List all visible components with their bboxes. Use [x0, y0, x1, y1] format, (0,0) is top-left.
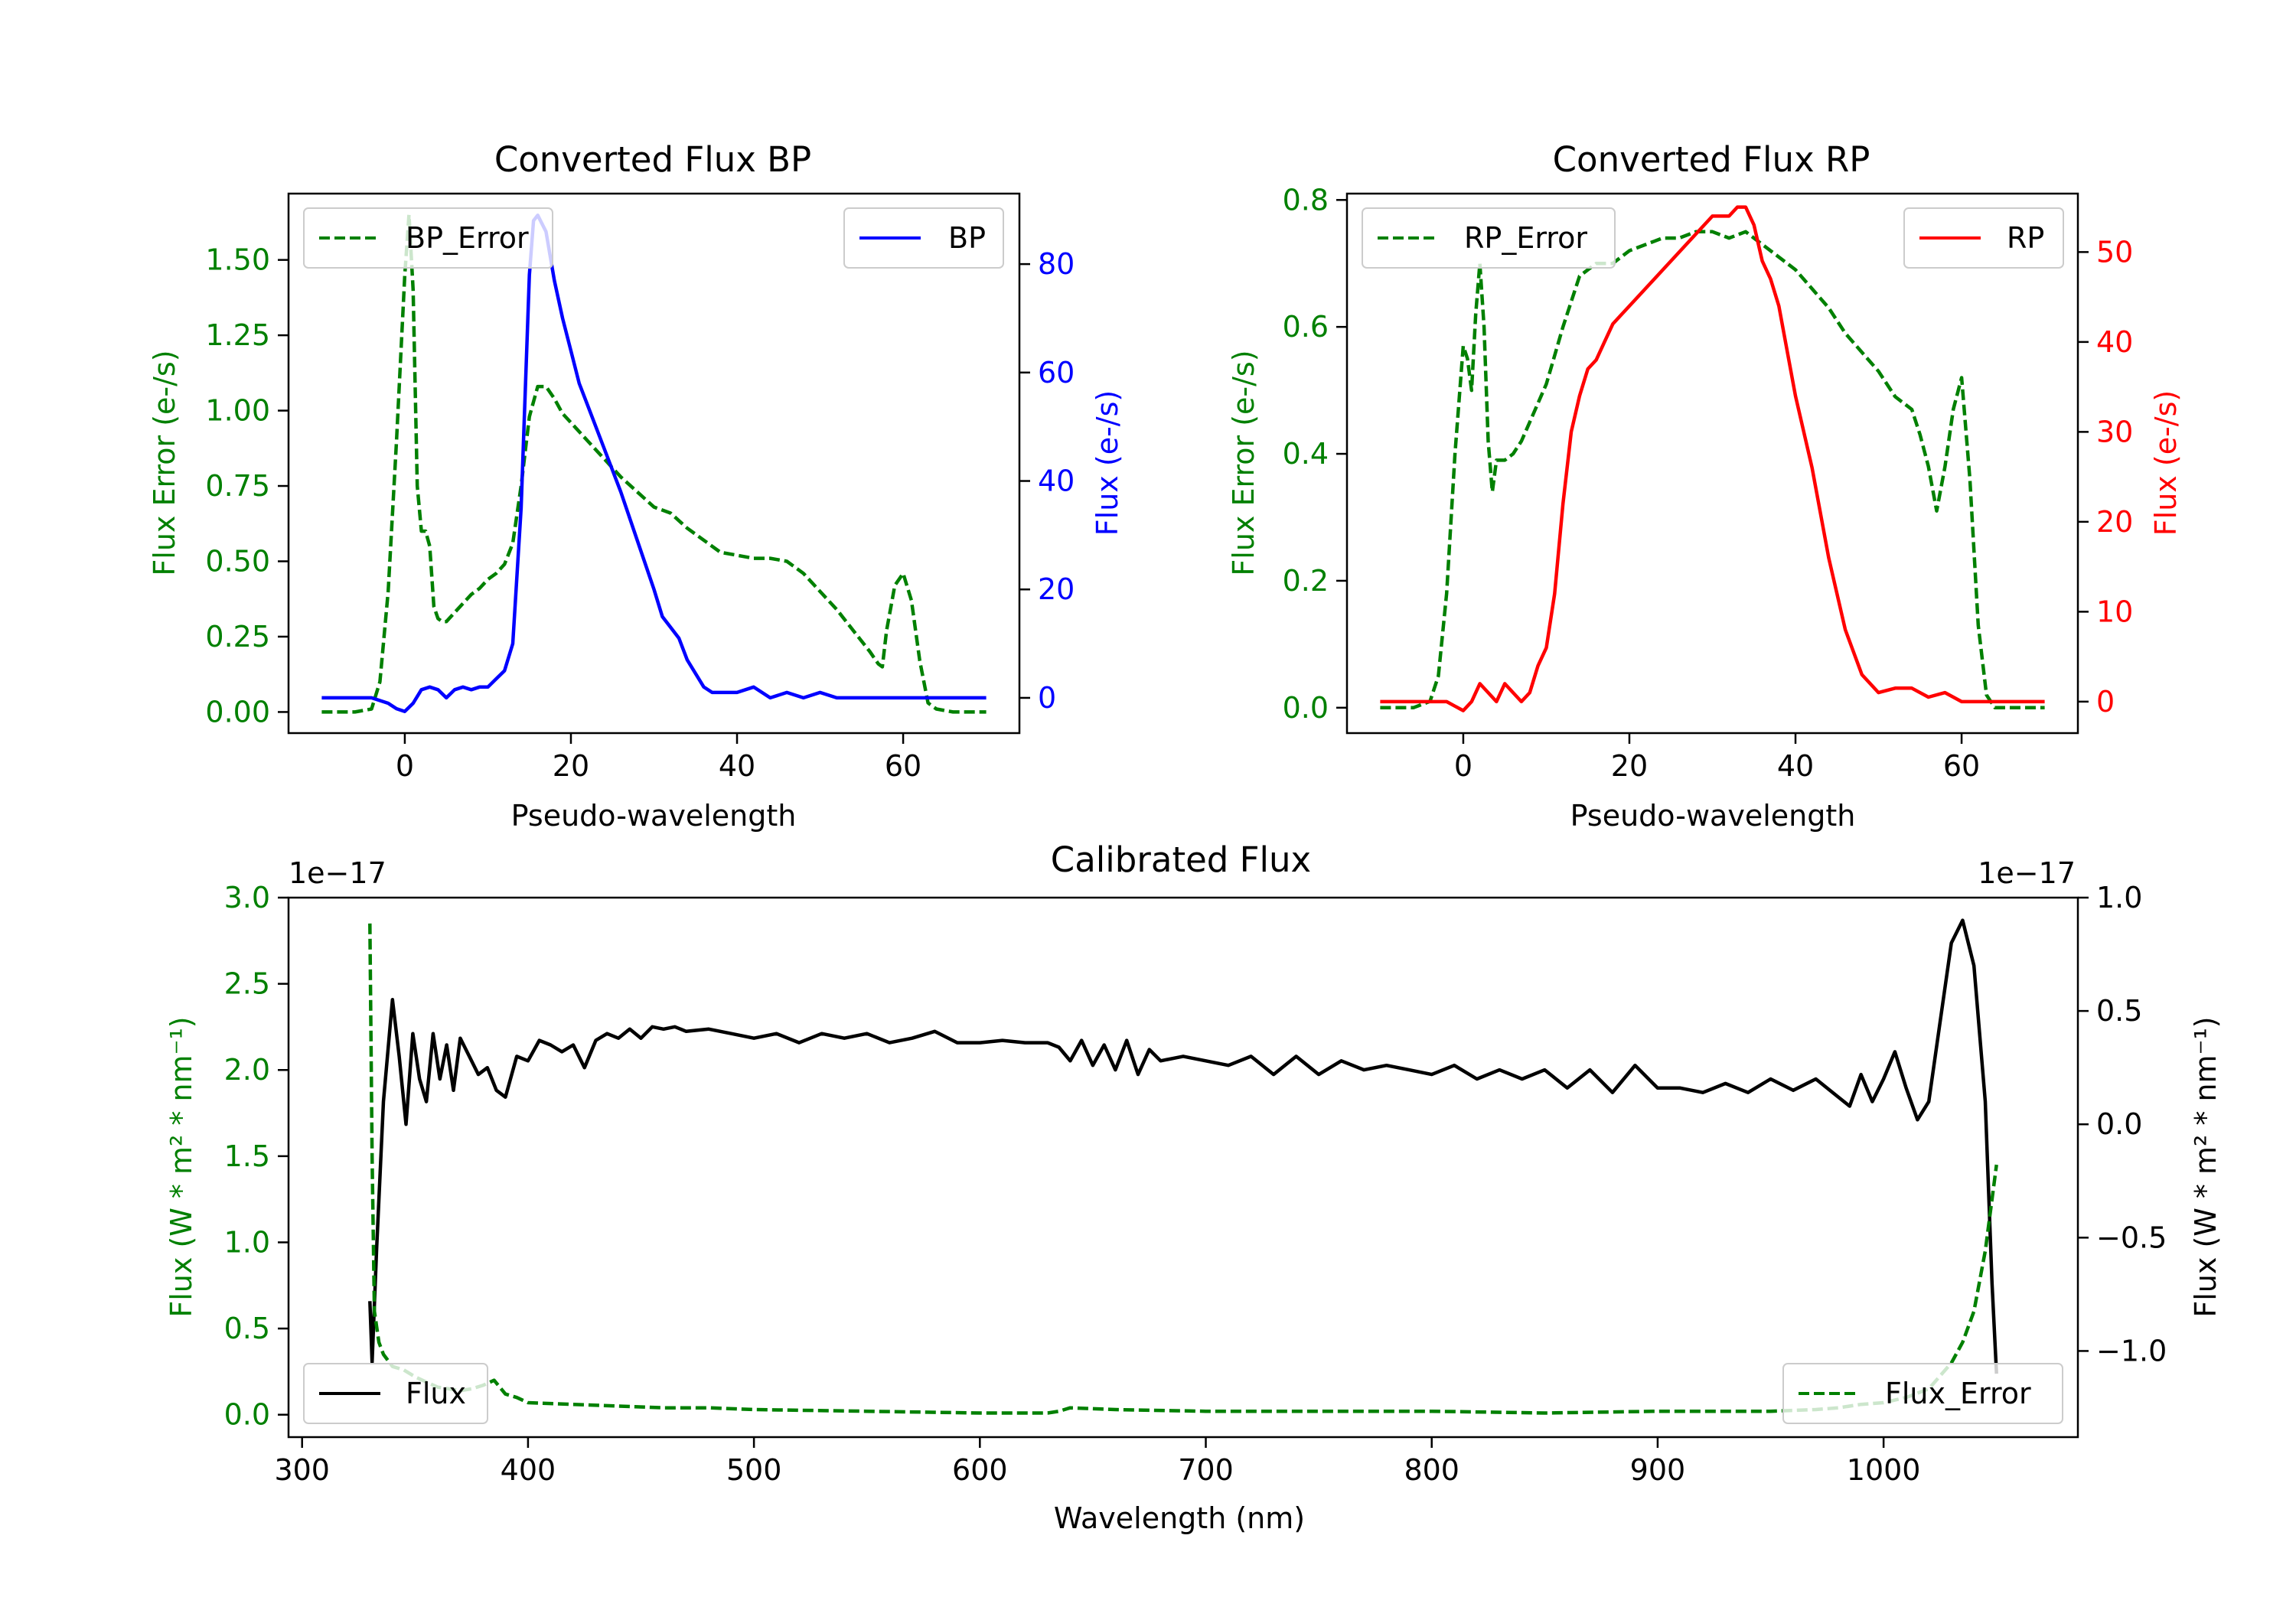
- bp-left-tick-label: 0.00: [205, 695, 270, 729]
- bp-title: Converted Flux BP: [494, 139, 811, 180]
- bp-right-tick-label: 0: [1038, 681, 1056, 715]
- bp-series-bp: [321, 214, 987, 713]
- cal-x-tick-label: 700: [1178, 1453, 1234, 1487]
- rp-x-axis-label: Pseudo-wavelength: [1570, 799, 1856, 833]
- rp-x-tick-label: 0: [1454, 749, 1473, 783]
- cal-title: Calibrated Flux: [1051, 839, 1311, 880]
- cal-legend-error: Flux_Error: [1782, 1363, 2063, 1424]
- cal-left-tick-label: 1.5: [224, 1139, 270, 1173]
- rp-legend-error: RP_Error: [1362, 207, 1616, 269]
- rp-x-tick-label: 40: [1777, 749, 1814, 783]
- bp-x-tick-label: 20: [553, 749, 589, 783]
- bp-x-axis-label: Pseudo-wavelength: [511, 799, 797, 833]
- cal-right-tick-label: −1.0: [2096, 1334, 2167, 1367]
- bp-left-tick-label: 0.50: [205, 545, 270, 579]
- rp-plot-frame: [1345, 192, 2079, 735]
- rp-right-tick-label: 40: [2096, 325, 2133, 359]
- cal-plot-frame: [287, 896, 2079, 1439]
- bp-left-tick-label: 1.00: [205, 394, 270, 428]
- cal-legend-error-label: Flux_Error: [1885, 1377, 2031, 1410]
- bp-right-tick-label: 40: [1038, 464, 1075, 498]
- bp-right-tick-label: 60: [1038, 356, 1075, 390]
- rp-left-tick-label: 0.2: [1283, 564, 1329, 598]
- rp-legend-error-box: [1362, 207, 1616, 269]
- rp-series-rp-error: [1380, 230, 2045, 710]
- bp-left-tick-label: 0.75: [205, 469, 270, 503]
- cal-left-offset-label: 1e−17: [289, 856, 386, 890]
- rp-right-tick-label: 10: [2096, 595, 2133, 628]
- bp-x-tick-label: 60: [885, 749, 921, 783]
- bp-plot-frame: [287, 192, 1021, 735]
- cal-left-axis-label: Flux (W * m² * nm⁻¹): [165, 1016, 198, 1317]
- cal-series-flux: [368, 918, 1998, 1374]
- cal-right-axis-label: Flux (W * m² * nm⁻¹): [2189, 1016, 2223, 1317]
- rp-legend-flux: RP: [1903, 207, 2064, 269]
- cal-left-tick-label: 2.5: [224, 967, 270, 1001]
- cal-x-tick-label: 1000: [1847, 1453, 1921, 1487]
- cal-x-tick-label: 600: [952, 1453, 1008, 1487]
- cal-legend-flux: Flux: [303, 1363, 488, 1424]
- cal-left-tick-label: 0.0: [224, 1398, 270, 1432]
- cal-right-offset-label: 1e−17: [1978, 856, 2076, 890]
- cal-legend-flux-box: [303, 1363, 488, 1424]
- cal-left-tick-label: 2.0: [224, 1053, 270, 1087]
- bp-x-tick-label: 0: [396, 749, 414, 783]
- rp-title: Converted Flux RP: [1553, 139, 1870, 180]
- cal-legend-flux-label: Flux: [406, 1377, 466, 1410]
- cal-right-tick-label: 0.0: [2096, 1107, 2142, 1141]
- bp-right-tick-label: 80: [1038, 247, 1075, 281]
- rp-right-tick-label: 0: [2096, 685, 2115, 719]
- panel-calibrated-flux: Calibrated Flux 1e−17 1e−17 300 400 500 600…: [165, 839, 2223, 1535]
- rp-left-tick-label: 0.0: [1283, 691, 1329, 725]
- rp-right-tick-label: 30: [2096, 415, 2133, 448]
- rp-x-tick-label: 20: [1611, 749, 1648, 783]
- bp-legend-error-label: BP_Error: [406, 221, 529, 255]
- cal-legend-error-box: [1782, 1363, 2063, 1424]
- cal-x-axis-label: Wavelength (nm): [1054, 1501, 1305, 1535]
- cal-left-tick-label: 3.0: [224, 881, 270, 914]
- panel-converted-flux-bp: Converted Flux BP 0 20 40 60 0.00 0.25 0.50 0.7…: [148, 139, 1124, 833]
- bp-legend-flux-box: [843, 207, 1004, 269]
- bp-legend-flux: BP: [843, 207, 1004, 269]
- cal-right-tick-label: −0.5: [2096, 1221, 2167, 1254]
- bp-series-bp-error: [321, 213, 987, 714]
- bp-x-tick-label: 40: [719, 749, 755, 783]
- rp-x-tick-label: 60: [1943, 749, 1980, 783]
- bp-left-tick-label: 1.25: [205, 318, 270, 352]
- bp-right-tick-label: 20: [1038, 572, 1075, 606]
- cal-x-tick-label: 500: [726, 1453, 782, 1487]
- rp-left-tick-label: 0.6: [1283, 310, 1329, 344]
- cal-left-tick-label: 0.5: [224, 1312, 270, 1345]
- cal-x-tick-label: 900: [1630, 1453, 1686, 1487]
- cal-left-tick-label: 1.0: [224, 1225, 270, 1259]
- bp-legend-error-box: [303, 207, 553, 269]
- rp-legend-flux-box: [1903, 207, 2064, 269]
- rp-right-tick-label: 20: [2096, 505, 2133, 539]
- bp-legend-error: BP_Error: [303, 207, 553, 269]
- rp-left-axis-label: Flux Error (e-/s): [1227, 350, 1261, 575]
- rp-left-tick-label: 0.8: [1283, 183, 1329, 217]
- rp-right-axis-label: Flux (e-/s): [2149, 390, 2183, 536]
- bp-left-tick-label: 0.25: [205, 620, 270, 654]
- rp-right-tick-label: 50: [2096, 235, 2133, 269]
- cal-x-tick-label: 300: [274, 1453, 330, 1487]
- rp-left-tick-label: 0.4: [1283, 437, 1329, 471]
- bp-legend-flux-label: BP: [948, 221, 986, 255]
- rp-legend-flux-label: RP: [2007, 221, 2044, 255]
- panel-converted-flux-rp: Converted Flux RP 0 20 40 60 0.0 0.2 0.4 0.6 0.8…: [1227, 139, 2183, 833]
- cal-x-tick-label: 800: [1404, 1453, 1459, 1487]
- cal-x-tick-label: 400: [501, 1453, 556, 1487]
- cal-right-tick-label: 0.5: [2096, 994, 2142, 1028]
- rp-legend-error-label: RP_Error: [1464, 221, 1587, 255]
- bp-right-axis-label: Flux (e-/s): [1091, 390, 1124, 536]
- bp-left-tick-label: 1.50: [205, 243, 270, 277]
- bp-left-axis-label: Flux Error (e-/s): [148, 350, 181, 575]
- rp-series-rp: [1380, 205, 2045, 712]
- cal-right-tick-label: 1.0: [2096, 881, 2142, 914]
